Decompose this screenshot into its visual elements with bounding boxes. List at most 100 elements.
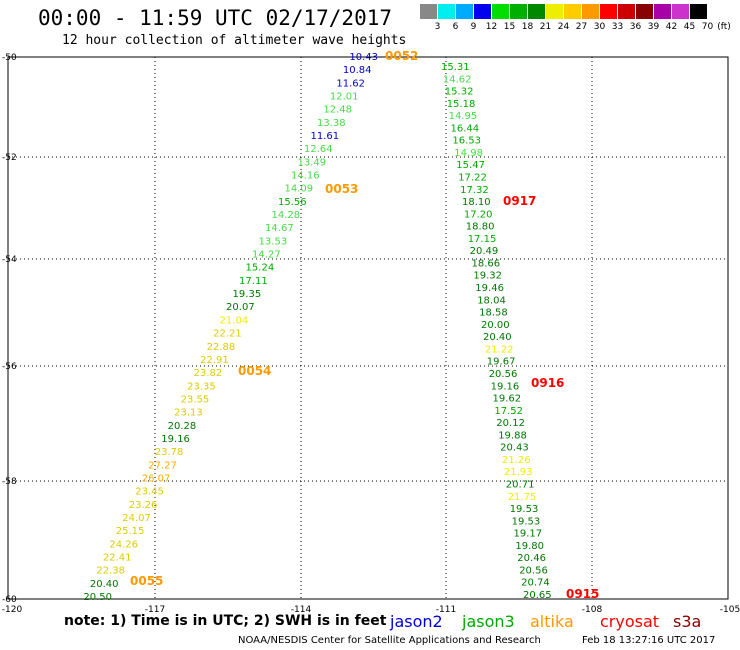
wave-height-value: 25.15 bbox=[116, 526, 145, 537]
scale-label: 36 bbox=[629, 22, 642, 32]
wave-height-value: 19.53 bbox=[510, 504, 539, 515]
wave-height-value: 18.66 bbox=[472, 259, 501, 270]
wave-height-value: 19.53 bbox=[512, 516, 541, 527]
wave-height-value: 17.11 bbox=[239, 276, 268, 287]
scale-swatch bbox=[456, 4, 473, 19]
longitude-labels: -120 -117 -114 -111 -108 -105 bbox=[2, 605, 740, 615]
wave-height-value: 20.65 bbox=[523, 590, 552, 601]
wave-height-value: 21.04 bbox=[220, 315, 249, 326]
mission-legend-item: altika bbox=[530, 612, 574, 631]
wave-height-value: 22.41 bbox=[103, 553, 132, 564]
wave-height-value: 26.07 bbox=[142, 474, 171, 485]
wave-height-value: 14.95 bbox=[449, 111, 478, 122]
wave-height-value: 19.35 bbox=[233, 289, 262, 300]
wave-height-value: 24.07 bbox=[122, 513, 151, 524]
wave-height-value: 23.45 bbox=[135, 487, 164, 498]
wave-height-value: 18.58 bbox=[479, 308, 508, 319]
footnote: note: 1) Time is in UTC; 2) SWH is in fe… bbox=[64, 613, 387, 629]
wave-height-value: 14.28 bbox=[271, 210, 300, 221]
longitude-label: -120 bbox=[2, 605, 23, 615]
latitude-labels: -50 -52 -54 -56 -58 -60 bbox=[2, 53, 17, 605]
scale-swatch bbox=[564, 4, 581, 19]
wave-height-value: 19.32 bbox=[473, 271, 502, 282]
wave-height-value: 13.38 bbox=[317, 118, 346, 129]
wave-height-value: 14.27 bbox=[252, 250, 281, 261]
wave-height-value: 24.26 bbox=[109, 539, 138, 550]
wave-height-value: 23.78 bbox=[155, 447, 184, 458]
wave-height-value: 20.43 bbox=[500, 443, 529, 454]
wave-height-value: 20.07 bbox=[226, 302, 255, 313]
wave-height-value: 10.84 bbox=[343, 65, 372, 76]
scale-swatch bbox=[492, 4, 509, 19]
scale-swatch bbox=[636, 4, 653, 19]
wave-height-value: 20.28 bbox=[168, 421, 197, 432]
scale-swatch bbox=[510, 4, 527, 19]
wave-height-value: 19.67 bbox=[487, 357, 516, 368]
wave-height-value: 18.10 bbox=[462, 197, 491, 208]
wave-height-value: 14.16 bbox=[291, 171, 320, 182]
wave-height-value: 20.56 bbox=[489, 369, 518, 380]
latitude-label: -54 bbox=[2, 255, 17, 265]
longitude-label: -111 bbox=[436, 605, 456, 615]
wave-height-value: 20.74 bbox=[521, 578, 550, 589]
wave-height-value: 21.26 bbox=[502, 455, 531, 466]
scale-swatch bbox=[582, 4, 599, 19]
mission-legend-item: jason2 bbox=[390, 612, 443, 631]
wave-height-value: 21.75 bbox=[508, 492, 537, 503]
wave-height-value: 14.67 bbox=[265, 223, 294, 234]
wave-height-value: 23.13 bbox=[174, 408, 203, 419]
pass-label: 0052 bbox=[385, 49, 418, 63]
wave-height-value: 17.52 bbox=[494, 406, 523, 417]
longitude-label: -117 bbox=[145, 605, 165, 615]
wave-height-value: 15.47 bbox=[456, 160, 485, 171]
scale-swatch bbox=[546, 4, 563, 19]
track-west: 10.43 10.84 11.62 12.01 12.48 13.38 11.61 12.64… bbox=[83, 52, 378, 603]
wave-height-value: 19.17 bbox=[514, 529, 543, 540]
wave-height-value: 12.01 bbox=[330, 92, 359, 103]
scale-swatch bbox=[528, 4, 545, 19]
latitude-label: -50 bbox=[2, 53, 17, 63]
wave-height-value: 19.80 bbox=[515, 541, 544, 552]
map-title: 00:00 - 11:59 UTC 02/17/2017 bbox=[38, 6, 393, 30]
credit-line: NOAA/NESDIS Center for Satellite Applica… bbox=[238, 635, 541, 646]
latitude-label: -56 bbox=[2, 362, 17, 372]
wave-height-value: 15.56 bbox=[278, 197, 307, 208]
wave-height-value: 11.62 bbox=[336, 78, 365, 89]
scale-swatch bbox=[420, 4, 437, 19]
pass-label: 0915 bbox=[566, 587, 599, 601]
latitude-label: -60 bbox=[2, 595, 17, 605]
wave-height-value: 15.31 bbox=[441, 62, 470, 73]
scale-label: 24 bbox=[557, 22, 570, 32]
wave-height-value: 20.12 bbox=[496, 418, 525, 429]
wave-height-value: 16.53 bbox=[452, 136, 481, 147]
scale-label: 12 bbox=[485, 22, 498, 32]
scale-label: 27 bbox=[575, 22, 588, 32]
wave-height-value: 21.22 bbox=[485, 344, 514, 355]
wave-height-value: 14.62 bbox=[443, 74, 472, 85]
wave-height-value: 17.15 bbox=[468, 234, 497, 245]
wave-height-value: 23.26 bbox=[129, 500, 158, 511]
wave-height-value: 15.32 bbox=[445, 87, 474, 98]
scale-swatch bbox=[654, 4, 671, 19]
wave-height-value: 19.16 bbox=[161, 434, 190, 445]
wave-height-value: 20.00 bbox=[481, 320, 510, 331]
wave-height-value: 12.64 bbox=[304, 144, 333, 155]
wave-height-value: 20.40 bbox=[90, 579, 119, 590]
wave-height-value: 20.56 bbox=[519, 565, 548, 576]
wave-height-value: 22.38 bbox=[96, 566, 125, 577]
wave-height-value: 17.22 bbox=[458, 173, 487, 184]
scale-label: 70 bbox=[701, 22, 714, 32]
latitude-label: -58 bbox=[2, 477, 17, 487]
wave-height-value: 19.16 bbox=[491, 381, 520, 392]
wave-height-value: 17.20 bbox=[464, 209, 493, 220]
mission-legend-item: jason3 bbox=[462, 612, 515, 631]
mission-legend-item: cryosat bbox=[600, 612, 660, 631]
wave-height-value: 20.46 bbox=[517, 553, 546, 564]
map-subtitle: 12 hour collection of altimeter wave hei… bbox=[62, 33, 407, 48]
scale-label: 39 bbox=[647, 22, 660, 32]
scale-label: 9 bbox=[470, 22, 477, 32]
wave-height-value: 20.49 bbox=[470, 246, 499, 257]
map-frame bbox=[7, 56, 729, 600]
